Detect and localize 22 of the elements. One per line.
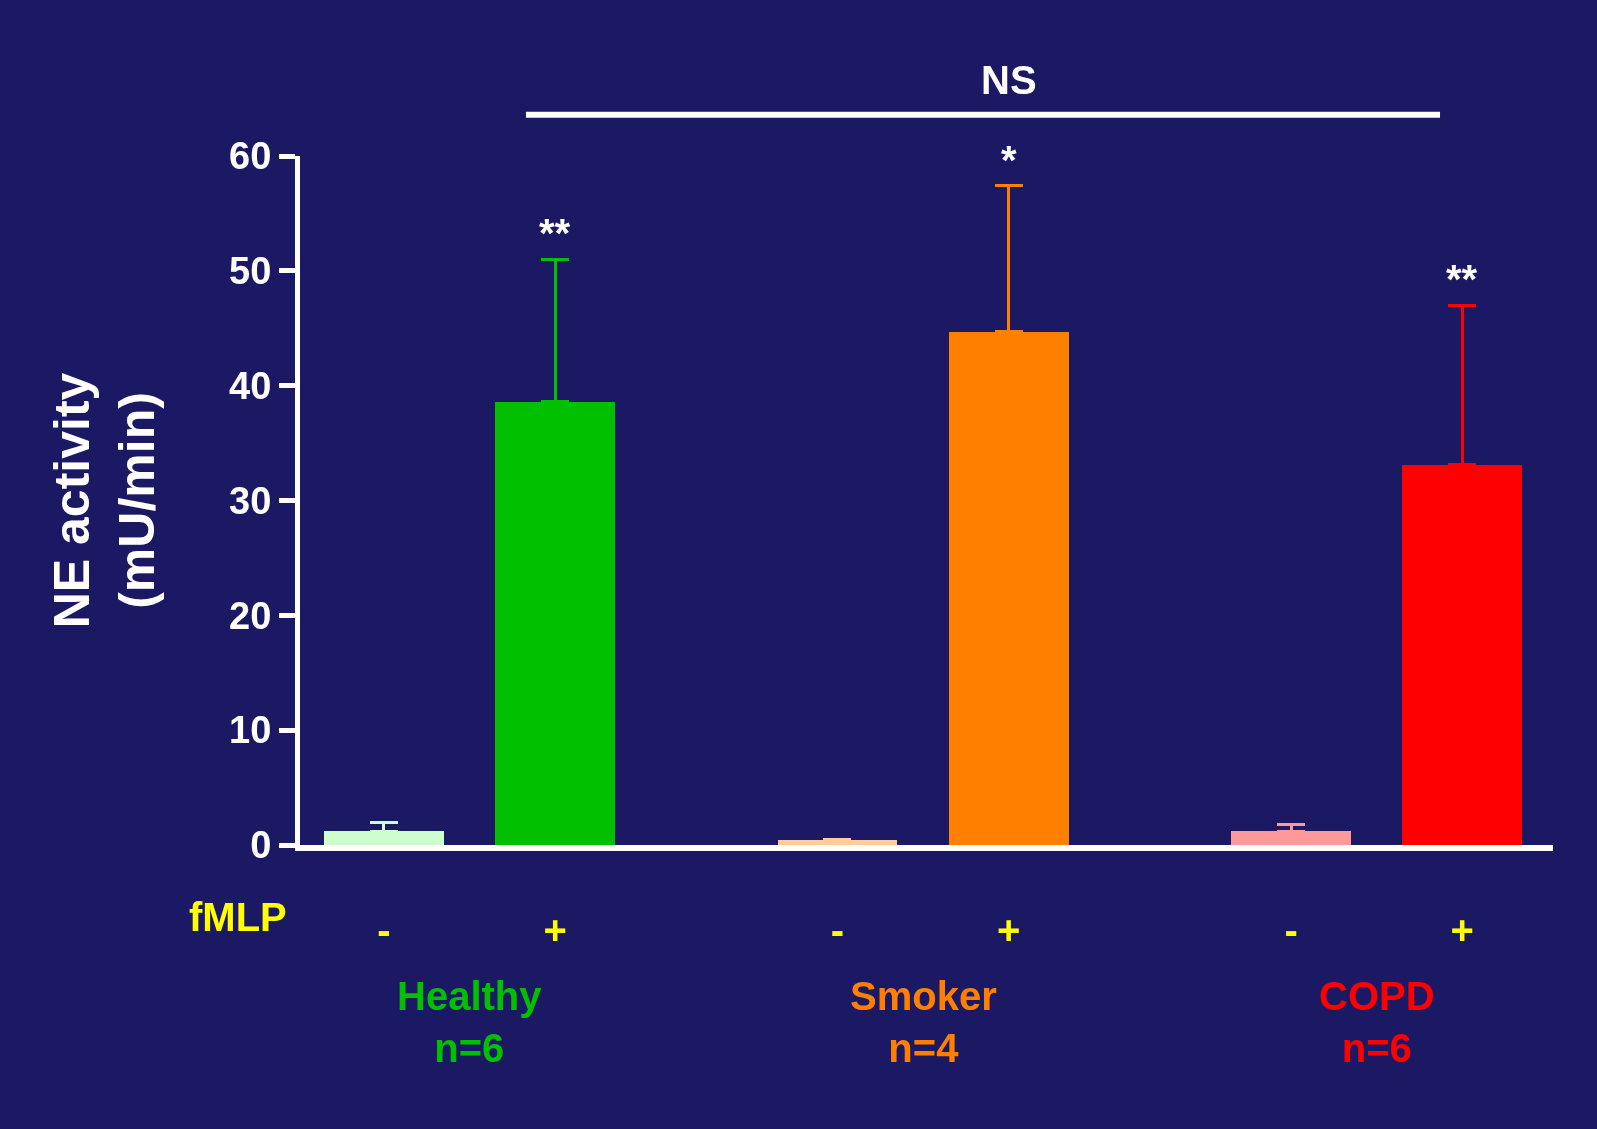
y-tick-label: 40	[229, 364, 272, 407]
y-tick-label: 60	[229, 135, 272, 178]
text: COPD n=6	[1319, 974, 1435, 1070]
x-tick-label: +	[996, 908, 1021, 952]
y-tick-label: 10	[229, 709, 272, 752]
text: fMLP	[189, 895, 287, 939]
y-tick-label: 0	[250, 824, 272, 867]
x-tick-label: +	[1450, 908, 1474, 952]
y-axis-title: NE activity (mU/min)	[44, 372, 166, 629]
y-tick-label: 50	[229, 250, 272, 293]
annotation: *	[1001, 138, 1017, 182]
text: Healthy n=6	[397, 974, 543, 1070]
text: NS	[981, 58, 1037, 102]
y-tick-label: 20	[229, 594, 272, 637]
text: Smoker n=4	[850, 974, 997, 1070]
annotation: **	[539, 211, 571, 255]
x-tick-label: +	[543, 908, 567, 952]
x-tick-label: -	[377, 908, 391, 952]
x-tick-label: -	[1284, 908, 1298, 952]
annotation: **	[1446, 257, 1478, 301]
y-tick-label: 30	[229, 479, 272, 522]
x-tick-label: -	[830, 908, 845, 952]
